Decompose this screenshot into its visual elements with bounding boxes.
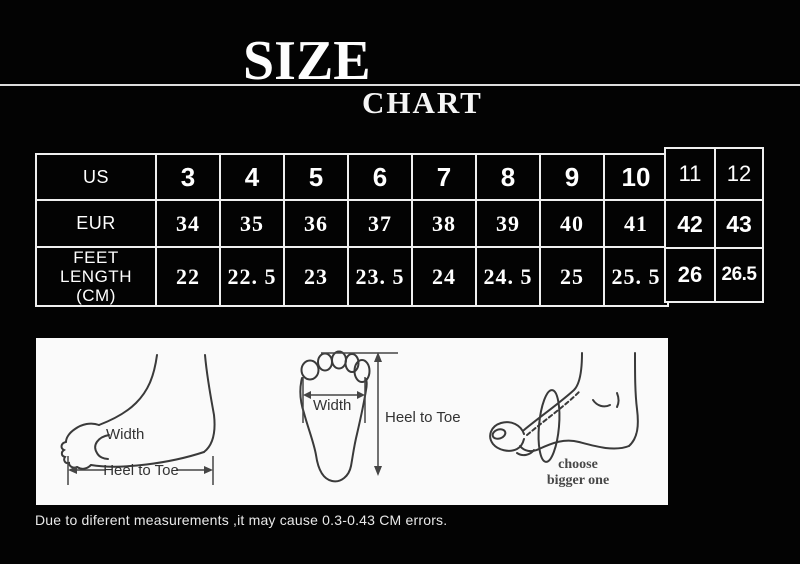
size-cell: 22. 5 (219, 245, 285, 308)
width-dimension (302, 377, 366, 423)
footnote: Due to diferent measurements ,it may cau… (35, 512, 448, 528)
size-cell: 4 (219, 153, 285, 201)
size-cell: 36 (283, 199, 349, 248)
choose-bigger-note-line2: bigger one (547, 473, 609, 488)
foot-sole-sketch: Width Heel to Toe (299, 350, 461, 483)
size-cell: 6 (347, 153, 413, 201)
title-divider (0, 84, 800, 86)
heel-to-toe-label: Heel to Toe (103, 462, 179, 479)
heel-to-toe-dimension (321, 352, 398, 476)
width-label: Width (106, 426, 144, 443)
size-table-extension: 11 12 42 43 26 26.5 (664, 147, 764, 303)
size-cell: 38 (411, 199, 477, 248)
table-row-eur-ext: 42 43 (664, 199, 764, 249)
size-cell: 11 (664, 147, 716, 201)
size-cell: 34 (155, 199, 221, 248)
foot-side-view-sketch: Width Heel to Toe (60, 354, 216, 485)
foot-girth-sketch: choose bigger one (489, 352, 639, 488)
size-cell: 5 (283, 153, 349, 201)
size-cell: 9 (539, 153, 605, 201)
size-table: US 3 4 5 6 7 8 9 10 EUR 34 35 36 37 38 3… (35, 153, 669, 308)
row-label-eur: EUR (35, 199, 157, 248)
table-row-us: US 3 4 5 6 7 8 9 10 (35, 153, 669, 201)
size-cell: 39 (475, 199, 541, 248)
page-subtitle: CHART (362, 85, 483, 120)
foot-outline (489, 352, 639, 457)
size-cell: 12 (714, 147, 764, 201)
foot-outline (60, 354, 216, 470)
size-cell: 22 (155, 245, 221, 308)
size-cell: 25. 5 (603, 245, 669, 308)
heel-to-toe-label: Heel to Toe (385, 409, 461, 426)
foot-outline (299, 350, 371, 483)
size-cell: 24 (411, 245, 477, 308)
choose-bigger-note-line1: choose (558, 457, 598, 472)
size-cell: 37 (347, 199, 413, 248)
size-cell: 8 (475, 153, 541, 201)
width-label: Width (313, 397, 351, 414)
size-cell: 25 (539, 245, 605, 308)
table-row-us-ext: 11 12 (664, 147, 764, 201)
size-cell: 26.5 (714, 247, 764, 303)
page-title: SIZE (243, 30, 371, 92)
heel-to-toe-dimension (67, 456, 214, 485)
row-label-us: US (35, 153, 157, 201)
table-row-eur: EUR 34 35 36 37 38 39 40 41 (35, 199, 669, 248)
size-cell: 43 (714, 199, 764, 249)
table-row-feet-length: FEET LENGTH (CM) 22 22. 5 23 23. 5 24 24… (35, 245, 669, 308)
size-cell: 24. 5 (475, 245, 541, 308)
size-cell: 3 (155, 153, 221, 201)
size-cell: 40 (539, 199, 605, 248)
size-cell: 41 (603, 199, 669, 248)
size-cell: 23 (283, 245, 349, 308)
size-cell: 26 (664, 247, 716, 303)
size-cell: 23. 5 (347, 245, 413, 308)
size-cell: 10 (603, 153, 669, 201)
toenail (491, 428, 507, 440)
girth-measure-loop (537, 389, 561, 463)
size-cell: 35 (219, 199, 285, 248)
table-row-feet-length-ext: 26 26.5 (664, 247, 764, 303)
size-cell: 42 (664, 199, 716, 249)
row-label-feet-length: FEET LENGTH (CM) (35, 245, 157, 308)
size-cell: 7 (411, 153, 477, 201)
measurement-diagrams-panel: Width Heel to Toe (36, 338, 668, 505)
